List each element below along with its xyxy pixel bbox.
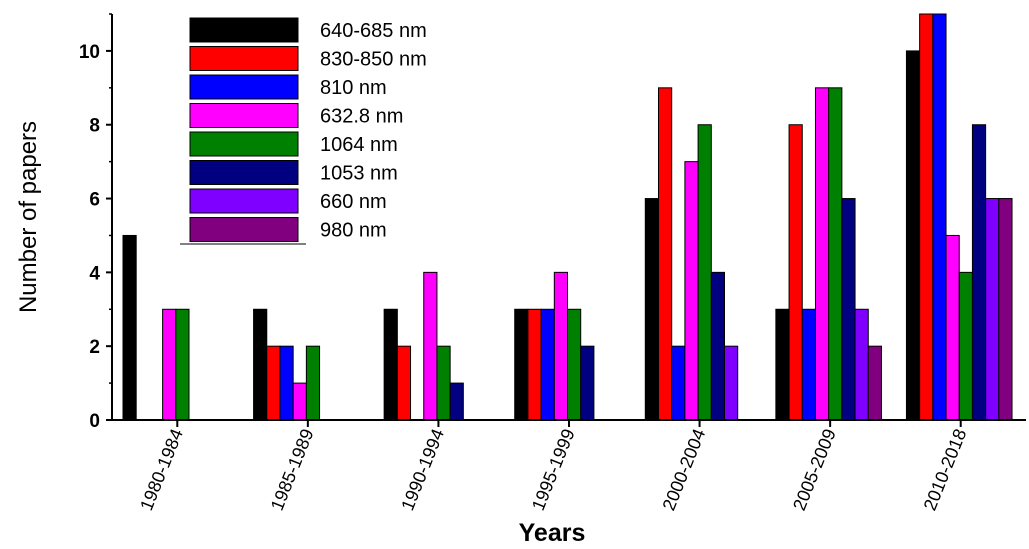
bar: [801, 308, 816, 421]
bar: [436, 345, 451, 421]
bar: [788, 124, 803, 421]
legend-swatch: [189, 17, 299, 43]
x-category-label: 1990-1994: [397, 426, 448, 513]
bar: [305, 345, 321, 421]
y-tick-label: 4: [89, 263, 100, 284]
legend-label: 632.8 nm: [320, 106, 403, 128]
bar: [814, 87, 830, 421]
bar: [985, 198, 1000, 421]
bar: [449, 382, 464, 421]
legend-swatch: [189, 188, 299, 214]
bar: [644, 198, 659, 421]
bar: [175, 308, 190, 421]
bar: [279, 345, 294, 421]
x-category-label: 1985-1989: [267, 426, 318, 513]
bar: [396, 345, 412, 421]
bar: [580, 345, 595, 421]
bar: [775, 308, 790, 421]
bar: [553, 271, 569, 421]
legend-label: 640-685 nm: [320, 20, 427, 42]
bar: [841, 198, 856, 421]
bar: [253, 308, 268, 421]
bar: [919, 13, 934, 421]
y-tick-label: 8: [89, 116, 100, 137]
bar: [971, 124, 987, 421]
bar: [828, 87, 843, 421]
bar: [710, 271, 725, 421]
bar: [383, 308, 398, 421]
y-tick-label: 0: [89, 411, 100, 432]
legend-label: 980 nm: [320, 220, 387, 242]
x-category-label: 2010-2018: [920, 426, 971, 513]
x-ticks: 1980-1984 1985-1989 1990-1994 1995-1999 2000…: [136, 420, 970, 513]
x-category-label: 1980-1984: [136, 426, 187, 513]
bar: [932, 13, 947, 421]
legend-swatch: [189, 217, 299, 242]
bar: [697, 124, 712, 421]
bar: [567, 308, 582, 421]
legend-swatch: [189, 74, 299, 100]
bar: [540, 308, 555, 421]
bar: [122, 234, 137, 421]
x-category-label: 2005-2009: [789, 426, 840, 513]
legend-swatch: [189, 160, 299, 185]
x-category-label: 1995-1999: [528, 426, 579, 513]
bars-layer: [122, 13, 1013, 421]
bar: [292, 382, 307, 421]
x-axis-title: Years: [519, 519, 586, 544]
legend: 640-685 nm 830-850 nm 810 nm 632.8 nm 1064 n…: [180, 17, 427, 245]
bar: [998, 198, 1013, 421]
y-ticks: 0 2 4 6 8 10: [79, 13, 112, 432]
bar: [684, 161, 699, 421]
bar: [514, 308, 529, 421]
bar: [945, 234, 960, 421]
legend-swatch: [189, 131, 299, 157]
bar: [867, 345, 882, 421]
bar: [723, 345, 739, 421]
bar: [657, 87, 673, 421]
bar: [527, 308, 542, 421]
y-axis-title: Number of papers: [15, 121, 42, 313]
y-tick-label: 10: [79, 42, 100, 63]
x-category-label: 2000-2004: [659, 426, 710, 513]
bar: [671, 345, 686, 421]
legend-swatch: [189, 46, 299, 71]
legend-label: 660 nm: [320, 191, 387, 213]
legend-swatch: [189, 103, 299, 128]
bar: [266, 345, 281, 421]
y-tick-label: 2: [89, 337, 100, 358]
bar: [854, 308, 869, 421]
legend-label: 830-850 nm: [320, 49, 427, 71]
bar: [162, 308, 177, 421]
y-tick-label: 6: [89, 190, 100, 211]
bar: [423, 271, 438, 421]
legend-label: 1053 nm: [320, 163, 398, 185]
bar: [905, 50, 921, 421]
legend-label: 810 nm: [320, 77, 387, 99]
legend-label: 1064 nm: [320, 134, 398, 156]
bar: [958, 271, 973, 421]
